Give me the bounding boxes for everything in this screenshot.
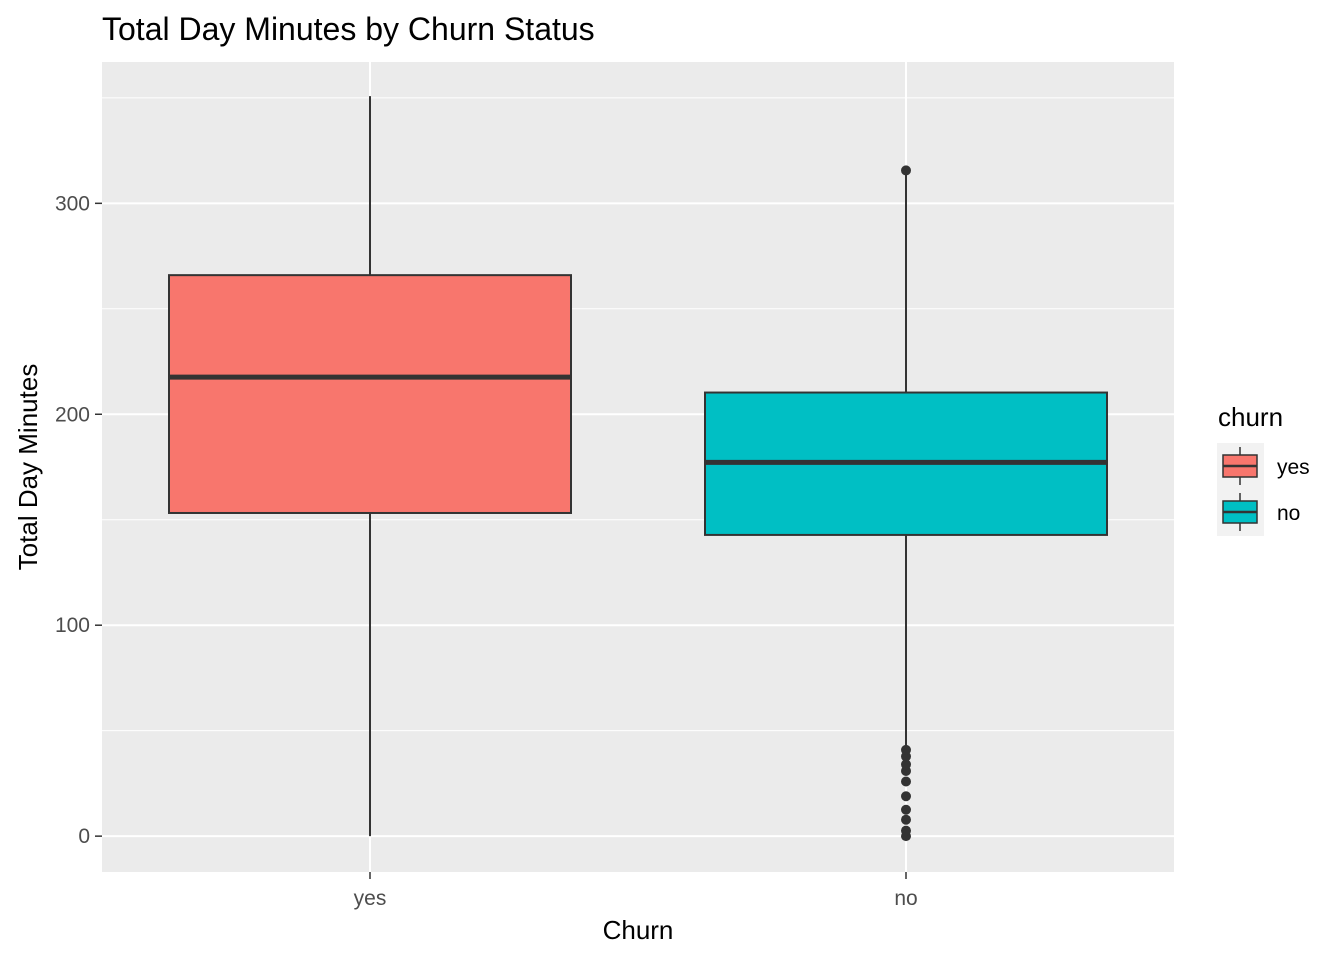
legend-item-yes: yes [1222,447,1310,485]
y-axis: 0 100 200 300 [55,192,102,848]
y-tick-label: 100 [55,614,90,637]
x-axis-title: Churn [603,915,674,945]
x-tick-label-yes: yes [354,887,387,910]
legend-label: yes [1277,456,1310,479]
outlier-point [901,804,911,815]
outlier-point [901,759,911,770]
outlier-point [901,165,911,176]
legend-title: churn [1218,402,1283,432]
box-yes [168,96,572,837]
x-tick-label-no: no [894,887,917,910]
box-no [704,165,1108,842]
chart-title: Total Day Minutes by Churn Status [102,11,595,47]
x-axis: yes no [354,872,918,910]
outlier-point [901,791,911,802]
outlier-point [901,776,911,787]
outlier-point [901,744,911,755]
y-tick-label: 200 [55,403,90,426]
box-iqr [168,274,572,514]
legend: churn yes no [1217,402,1310,536]
boxes-layer [168,96,1108,842]
outlier-point [901,814,911,825]
y-tick-label: 300 [55,192,90,215]
outlier-point [901,825,911,836]
y-axis-title: Total Day Minutes [13,364,43,571]
legend-label: no [1277,502,1300,525]
y-tick-label: 0 [78,825,90,848]
legend-item-no: no [1222,493,1300,531]
